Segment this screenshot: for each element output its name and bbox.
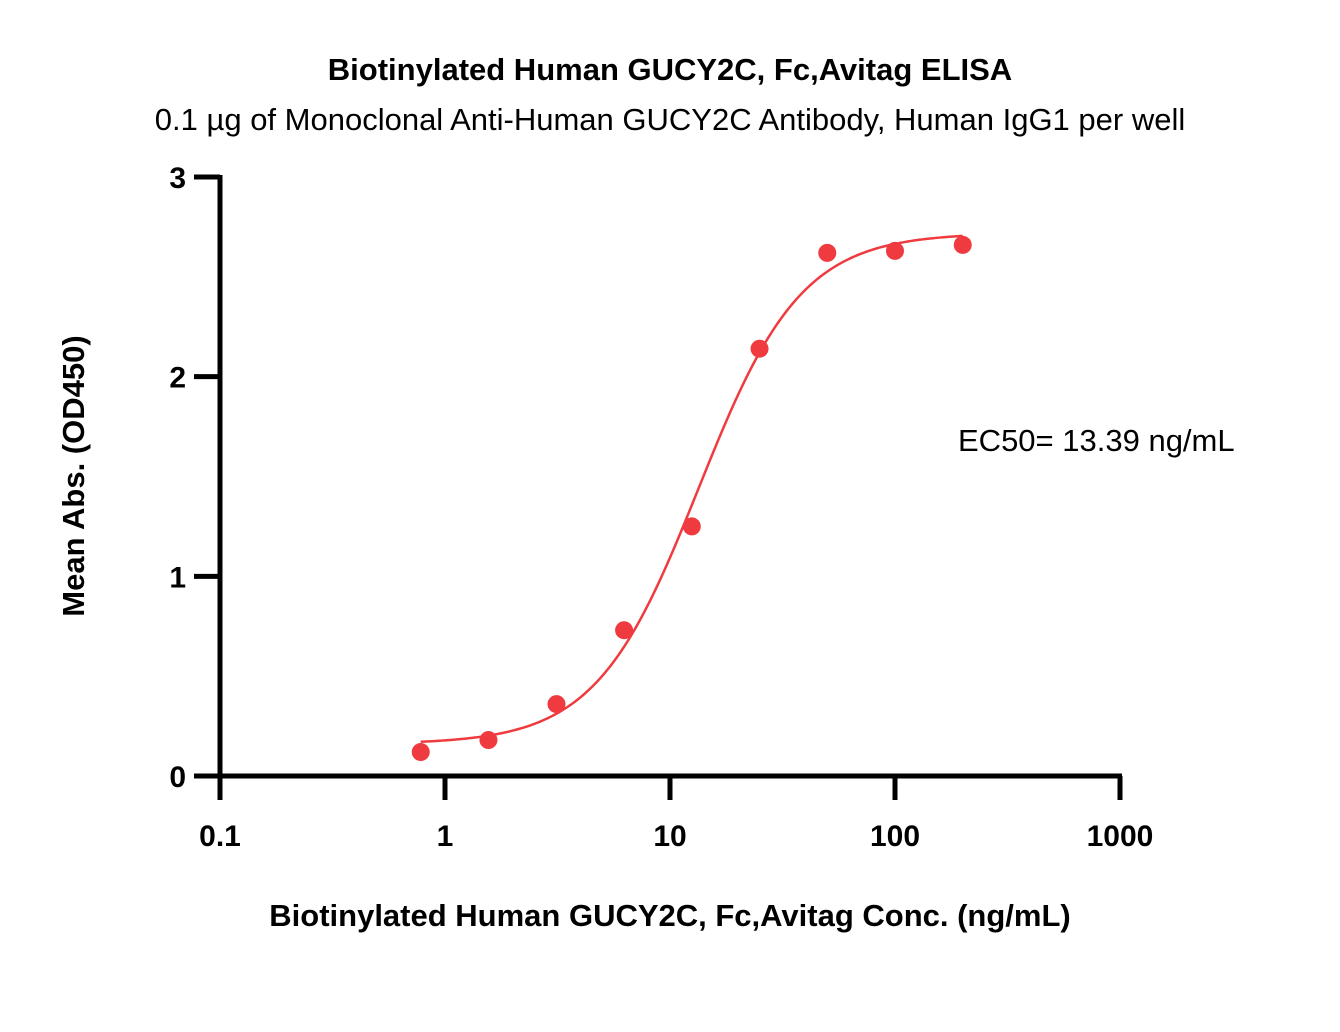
ec50-annotation: EC50= 13.39 ng/mL — [958, 423, 1235, 458]
data-point — [615, 621, 634, 640]
data-point — [953, 235, 972, 254]
data-point — [547, 695, 566, 714]
data-point — [411, 743, 430, 762]
x-tick-label: 0.1 — [199, 820, 241, 853]
data-points — [411, 235, 972, 762]
y-axis-label: Mean Abs. (OD450) — [56, 335, 91, 616]
chart-title: Biotinylated Human GUCY2C, Fc,Avitag ELI… — [328, 52, 1012, 87]
x-axis-label: Biotinylated Human GUCY2C, Fc,Avitag Con… — [269, 898, 1070, 933]
chart-subtitle: 0.1 µg of Monoclonal Anti-Human GUCY2C A… — [155, 102, 1185, 137]
x-tick-label: 100 — [870, 820, 920, 853]
data-point — [479, 731, 498, 750]
x-tick-label: 10 — [653, 820, 686, 853]
data-point — [818, 243, 837, 262]
x-axis-ticks: 0.1 1 10 100 1000 — [199, 776, 1153, 853]
y-axis-ticks: 0 1 2 3 — [169, 162, 220, 794]
fit-curve — [420, 234, 963, 744]
data-point — [682, 517, 701, 536]
y-tick-label: 0 — [169, 761, 186, 794]
data-point — [886, 241, 904, 260]
data-point — [750, 339, 769, 358]
y-tick-label: 2 — [169, 362, 186, 395]
y-tick-label: 1 — [169, 561, 186, 594]
x-tick-label: 1000 — [1087, 820, 1154, 853]
x-tick-label: 1 — [437, 820, 454, 853]
y-tick-label: 3 — [169, 162, 186, 195]
axes — [217, 175, 1122, 779]
